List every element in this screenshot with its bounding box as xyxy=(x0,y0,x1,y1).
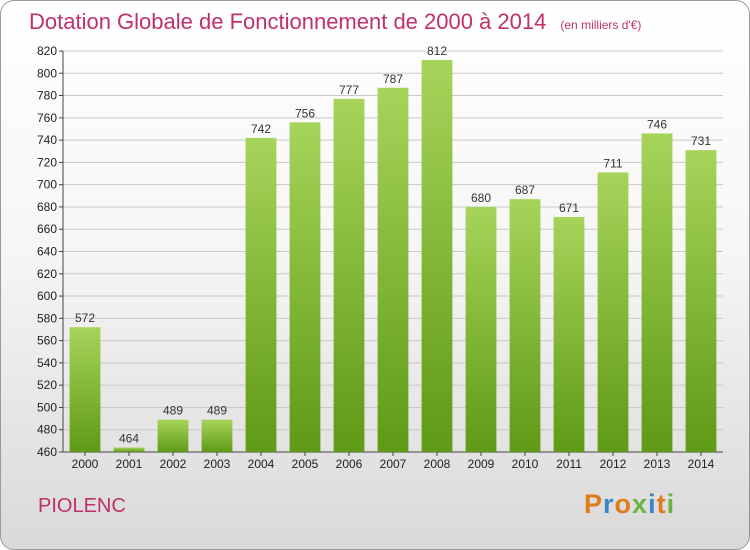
bar xyxy=(289,122,321,453)
y-tick-label: 680 xyxy=(37,200,57,214)
bar xyxy=(333,98,365,453)
x-tick-label: 2003 xyxy=(204,457,231,471)
x-tick-label: 2001 xyxy=(116,457,143,471)
bar-value-label: 671 xyxy=(559,201,579,215)
proxiti-logo: Proxiti xyxy=(584,489,675,520)
bar xyxy=(641,133,673,452)
bar-value-label: 687 xyxy=(515,183,535,197)
y-tick-label: 760 xyxy=(37,111,57,125)
y-tick-label: 800 xyxy=(37,66,57,80)
commune-name: PIOLENC xyxy=(38,495,126,517)
bar xyxy=(553,216,585,452)
logo-letter: P xyxy=(584,489,604,519)
x-tick-label: 2011 xyxy=(556,457,582,471)
x-tick-label: 2009 xyxy=(468,457,495,471)
chart-title-text: Dotation Globale de Fonctionnement de 20… xyxy=(29,9,547,34)
bar-value-label: 812 xyxy=(427,44,447,58)
bar-value-label: 756 xyxy=(295,106,315,120)
x-tick-label: 2007 xyxy=(380,457,407,471)
y-tick-label: 500 xyxy=(37,400,57,414)
bar-value-label: 731 xyxy=(691,134,711,148)
x-tick-label: 2002 xyxy=(160,457,187,471)
bar-value-label: 777 xyxy=(339,83,359,97)
y-tick-label: 820 xyxy=(37,44,57,58)
logo-letter: i xyxy=(648,489,657,519)
bar xyxy=(69,327,101,452)
y-tick-label: 520 xyxy=(37,378,57,392)
y-tick-label: 780 xyxy=(37,89,57,103)
y-tick-label: 600 xyxy=(37,289,57,303)
bar-value-label: 742 xyxy=(251,122,271,136)
bar xyxy=(201,419,233,452)
bar-value-label: 464 xyxy=(119,432,139,446)
bar-value-label: 489 xyxy=(163,404,183,418)
logo-letter: o xyxy=(614,489,633,519)
bar-value-label: 489 xyxy=(207,404,227,418)
bar xyxy=(245,137,277,452)
bar xyxy=(685,150,717,452)
x-tick-label: 2005 xyxy=(292,457,319,471)
y-tick-label: 460 xyxy=(37,445,57,459)
y-tick-label: 640 xyxy=(37,245,57,259)
y-tick-label: 620 xyxy=(37,267,57,281)
logo-letter: x xyxy=(632,489,649,519)
bar-value-label: 746 xyxy=(647,117,667,131)
y-tick-label: 580 xyxy=(37,311,57,325)
logo-letter: t xyxy=(656,489,667,519)
logo-letter: r xyxy=(603,489,615,519)
x-tick-label: 2014 xyxy=(688,457,715,471)
bar xyxy=(421,59,453,453)
y-tick-label: 560 xyxy=(37,334,57,348)
x-tick-label: 2010 xyxy=(512,457,539,471)
x-tick-label: 2012 xyxy=(600,457,627,471)
chart-title: Dotation Globale de Fonctionnement de 20… xyxy=(29,9,641,35)
bar xyxy=(509,199,541,452)
y-tick-label: 480 xyxy=(37,423,57,437)
bar xyxy=(465,206,497,452)
x-tick-label: 2000 xyxy=(72,457,99,471)
bar xyxy=(157,419,189,452)
x-tick-label: 2013 xyxy=(644,457,671,471)
y-tick-label: 740 xyxy=(37,133,57,147)
x-tick-label: 2004 xyxy=(248,457,275,471)
chart-unit: (en milliers d'€) xyxy=(560,18,642,32)
bar-value-label: 572 xyxy=(75,311,95,325)
bar-value-label: 787 xyxy=(383,72,403,86)
bar-value-label: 711 xyxy=(603,156,622,170)
bar xyxy=(113,447,145,452)
y-tick-label: 660 xyxy=(37,222,57,236)
logo-letter: i xyxy=(666,489,676,519)
x-tick-label: 2006 xyxy=(336,457,363,471)
y-tick-label: 720 xyxy=(37,155,57,169)
bar xyxy=(597,172,629,453)
y-tick-label: 700 xyxy=(37,178,57,192)
x-tick-label: 2008 xyxy=(424,457,451,471)
bar-value-label: 680 xyxy=(471,191,491,205)
y-tick-label: 540 xyxy=(37,356,57,370)
bar xyxy=(377,87,409,452)
